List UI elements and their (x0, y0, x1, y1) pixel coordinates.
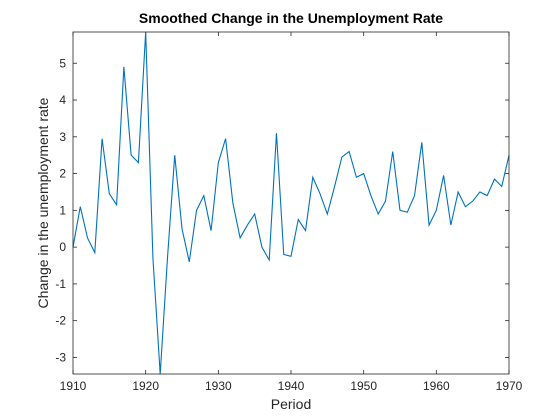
x-tick-label: 1910 (60, 379, 87, 393)
y-tick-label: -2 (55, 314, 66, 328)
x-axis-label: Period (271, 396, 311, 412)
y-tick-label: 3 (59, 130, 66, 144)
y-tick-label: -1 (55, 277, 66, 291)
x-tick-label: 1960 (423, 379, 450, 393)
y-tick-label: 1 (59, 203, 66, 217)
x-tick-label: 1970 (496, 379, 523, 393)
y-axis-label: Change in the unemployment rate (35, 97, 51, 308)
plot-frame (72, 31, 510, 375)
y-tick-label: 2 (59, 167, 66, 181)
x-tick-label: 1940 (278, 379, 305, 393)
x-tick-label: 1920 (132, 379, 159, 393)
chart-title: Smoothed Change in the Unemployment Rate (139, 10, 443, 26)
plot-area-background (73, 32, 509, 374)
y-tick-label: 0 (59, 240, 66, 254)
x-tick-label: 1930 (205, 379, 232, 393)
y-tick-label: -3 (55, 350, 66, 364)
y-tick-label: 4 (59, 93, 66, 107)
x-tick-label: 1950 (350, 379, 377, 393)
y-tick-label: 5 (59, 56, 66, 70)
